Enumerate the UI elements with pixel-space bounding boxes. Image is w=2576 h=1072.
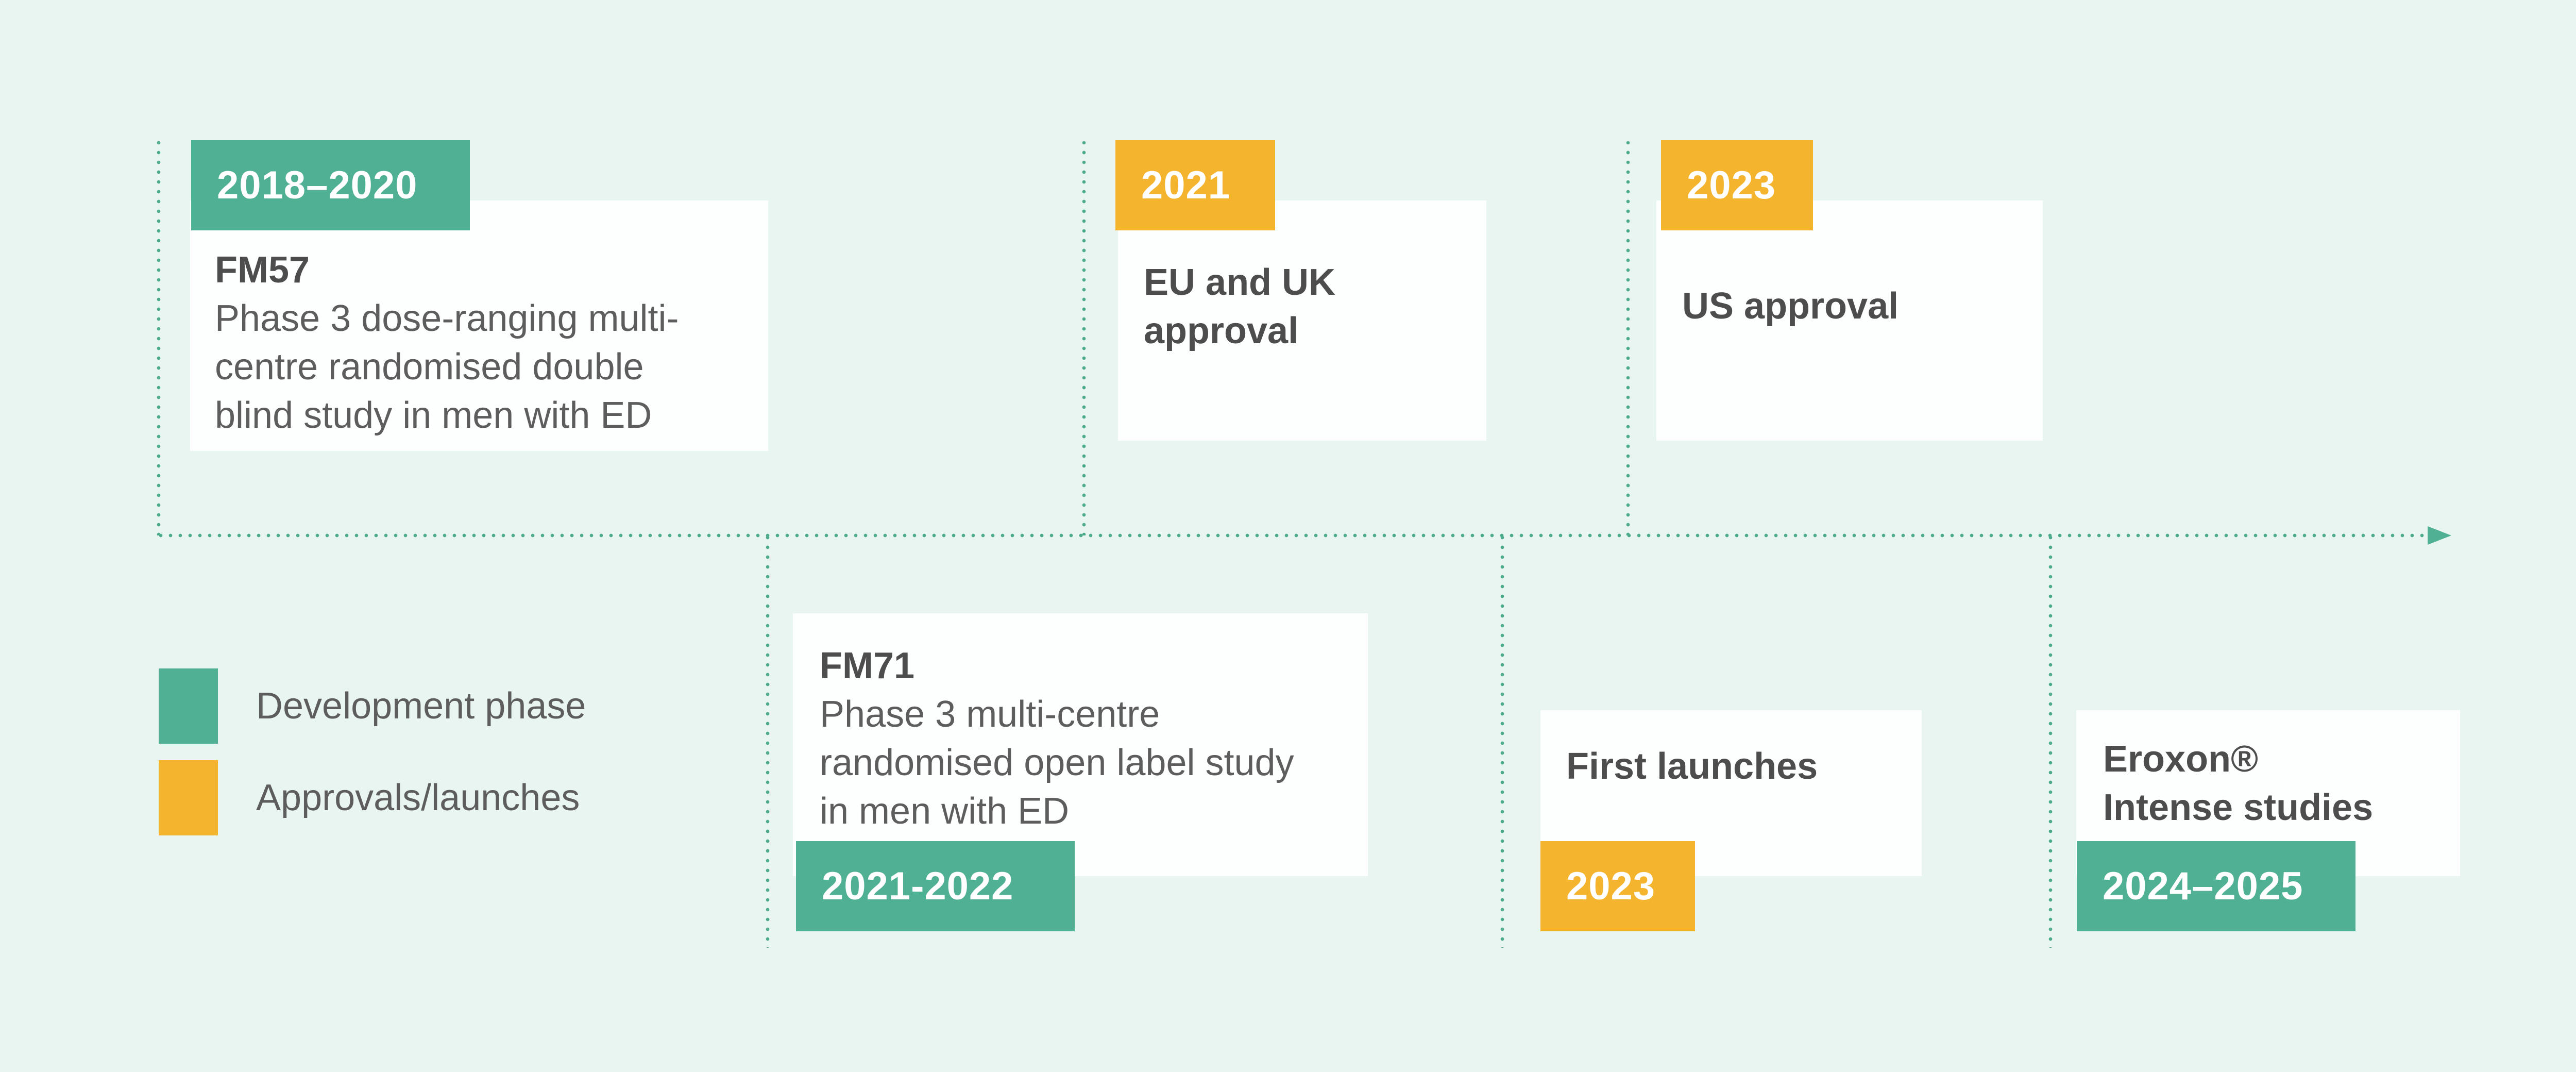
year-badge-2021: 2021 (1115, 140, 1275, 230)
event-title: Eroxon® Intense studies (2103, 739, 2374, 828)
event-title: US approval (1682, 286, 1899, 327)
connector-line-2021 (1082, 141, 1086, 535)
event-description: Phase 3 multi-centre randomised open lab… (820, 694, 1294, 832)
event-card-eu-uk-approval: EU and UK approval (1118, 200, 1486, 441)
connector-line-fm71 (766, 535, 770, 948)
event-card-us-approval: US approval (1656, 200, 2043, 441)
legend-swatch-development-phase (159, 668, 218, 744)
year-badge-2023-approval: 2023 (1661, 140, 1813, 230)
connector-line-first-launches (1500, 535, 1504, 948)
legend-label-development-phase: Development phase (256, 685, 586, 727)
timeline-axis (159, 533, 2426, 538)
event-title: First launches (1566, 746, 1818, 787)
year-badge-2021-2022: 2021-2022 (796, 841, 1075, 931)
year-badge-2024-2025: 2024–2025 (2077, 841, 2355, 931)
event-title: EU and UK approval (1144, 262, 1336, 351)
year-badge-2018-2020: 2018–2020 (191, 140, 470, 230)
year-badge-2023-launches: 2023 (1540, 841, 1695, 931)
legend-swatch-approvals-launches (159, 760, 218, 835)
event-title: FM57 (215, 249, 310, 291)
connector-line-2018-2020 (157, 141, 161, 535)
connector-line-2023-approval (1626, 141, 1630, 535)
legend-label-approvals-launches: Approvals/launches (256, 777, 580, 818)
event-card-fm57: FM57 Phase 3 dose-ranging multi- centre … (190, 200, 768, 451)
event-title: FM71 (820, 645, 915, 686)
timeline-arrow-icon (2428, 526, 2451, 545)
connector-line-eroxon-intense (2048, 535, 2053, 948)
event-card-fm71: FM71 Phase 3 multi-centre randomised ope… (793, 613, 1368, 876)
event-description: Phase 3 dose-ranging multi- centre rando… (215, 298, 679, 436)
